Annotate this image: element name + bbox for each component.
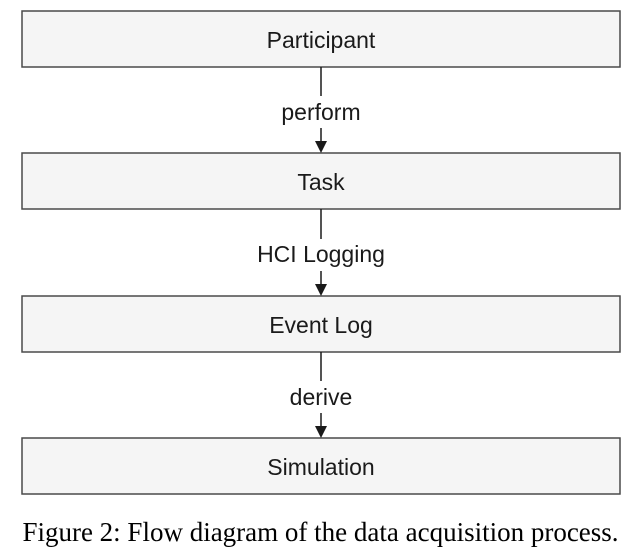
edge-event-log-simulation-label-bg: [282, 381, 360, 413]
flow-diagram: Participant Task Event Log Simulation pe…: [21, 10, 621, 495]
node-simulation-label: Simulation: [267, 454, 374, 480]
edge-event-log-simulation-arrowhead: [315, 426, 327, 438]
edge-participant-task-label: perform: [281, 99, 360, 125]
edge-participant-task-arrowhead: [315, 141, 327, 153]
edge-participant-task-label-bg: [272, 96, 370, 128]
node-participant-label: Participant: [267, 27, 376, 53]
edge-event-log-simulation-label: derive: [290, 384, 353, 410]
node-event-log-label: Event Log: [269, 312, 373, 338]
node-simulation: Simulation: [21, 437, 621, 495]
edge-task-event-log: HCI Logging: [250, 209, 392, 296]
figure-caption: Figure 2: Flow diagram of the data acqui…: [22, 517, 619, 547]
edge-task-event-log-label: HCI Logging: [257, 241, 385, 267]
edge-task-event-log-label-bg: [250, 239, 392, 271]
edge-task-event-log-arrowhead: [315, 284, 327, 296]
node-event-log: Event Log: [21, 295, 621, 353]
node-task-label: Task: [297, 169, 345, 195]
node-participant: Participant: [21, 10, 621, 68]
edge-event-log-simulation: derive: [282, 352, 360, 438]
node-task: Task: [21, 152, 621, 210]
edge-participant-task: perform: [272, 67, 370, 153]
